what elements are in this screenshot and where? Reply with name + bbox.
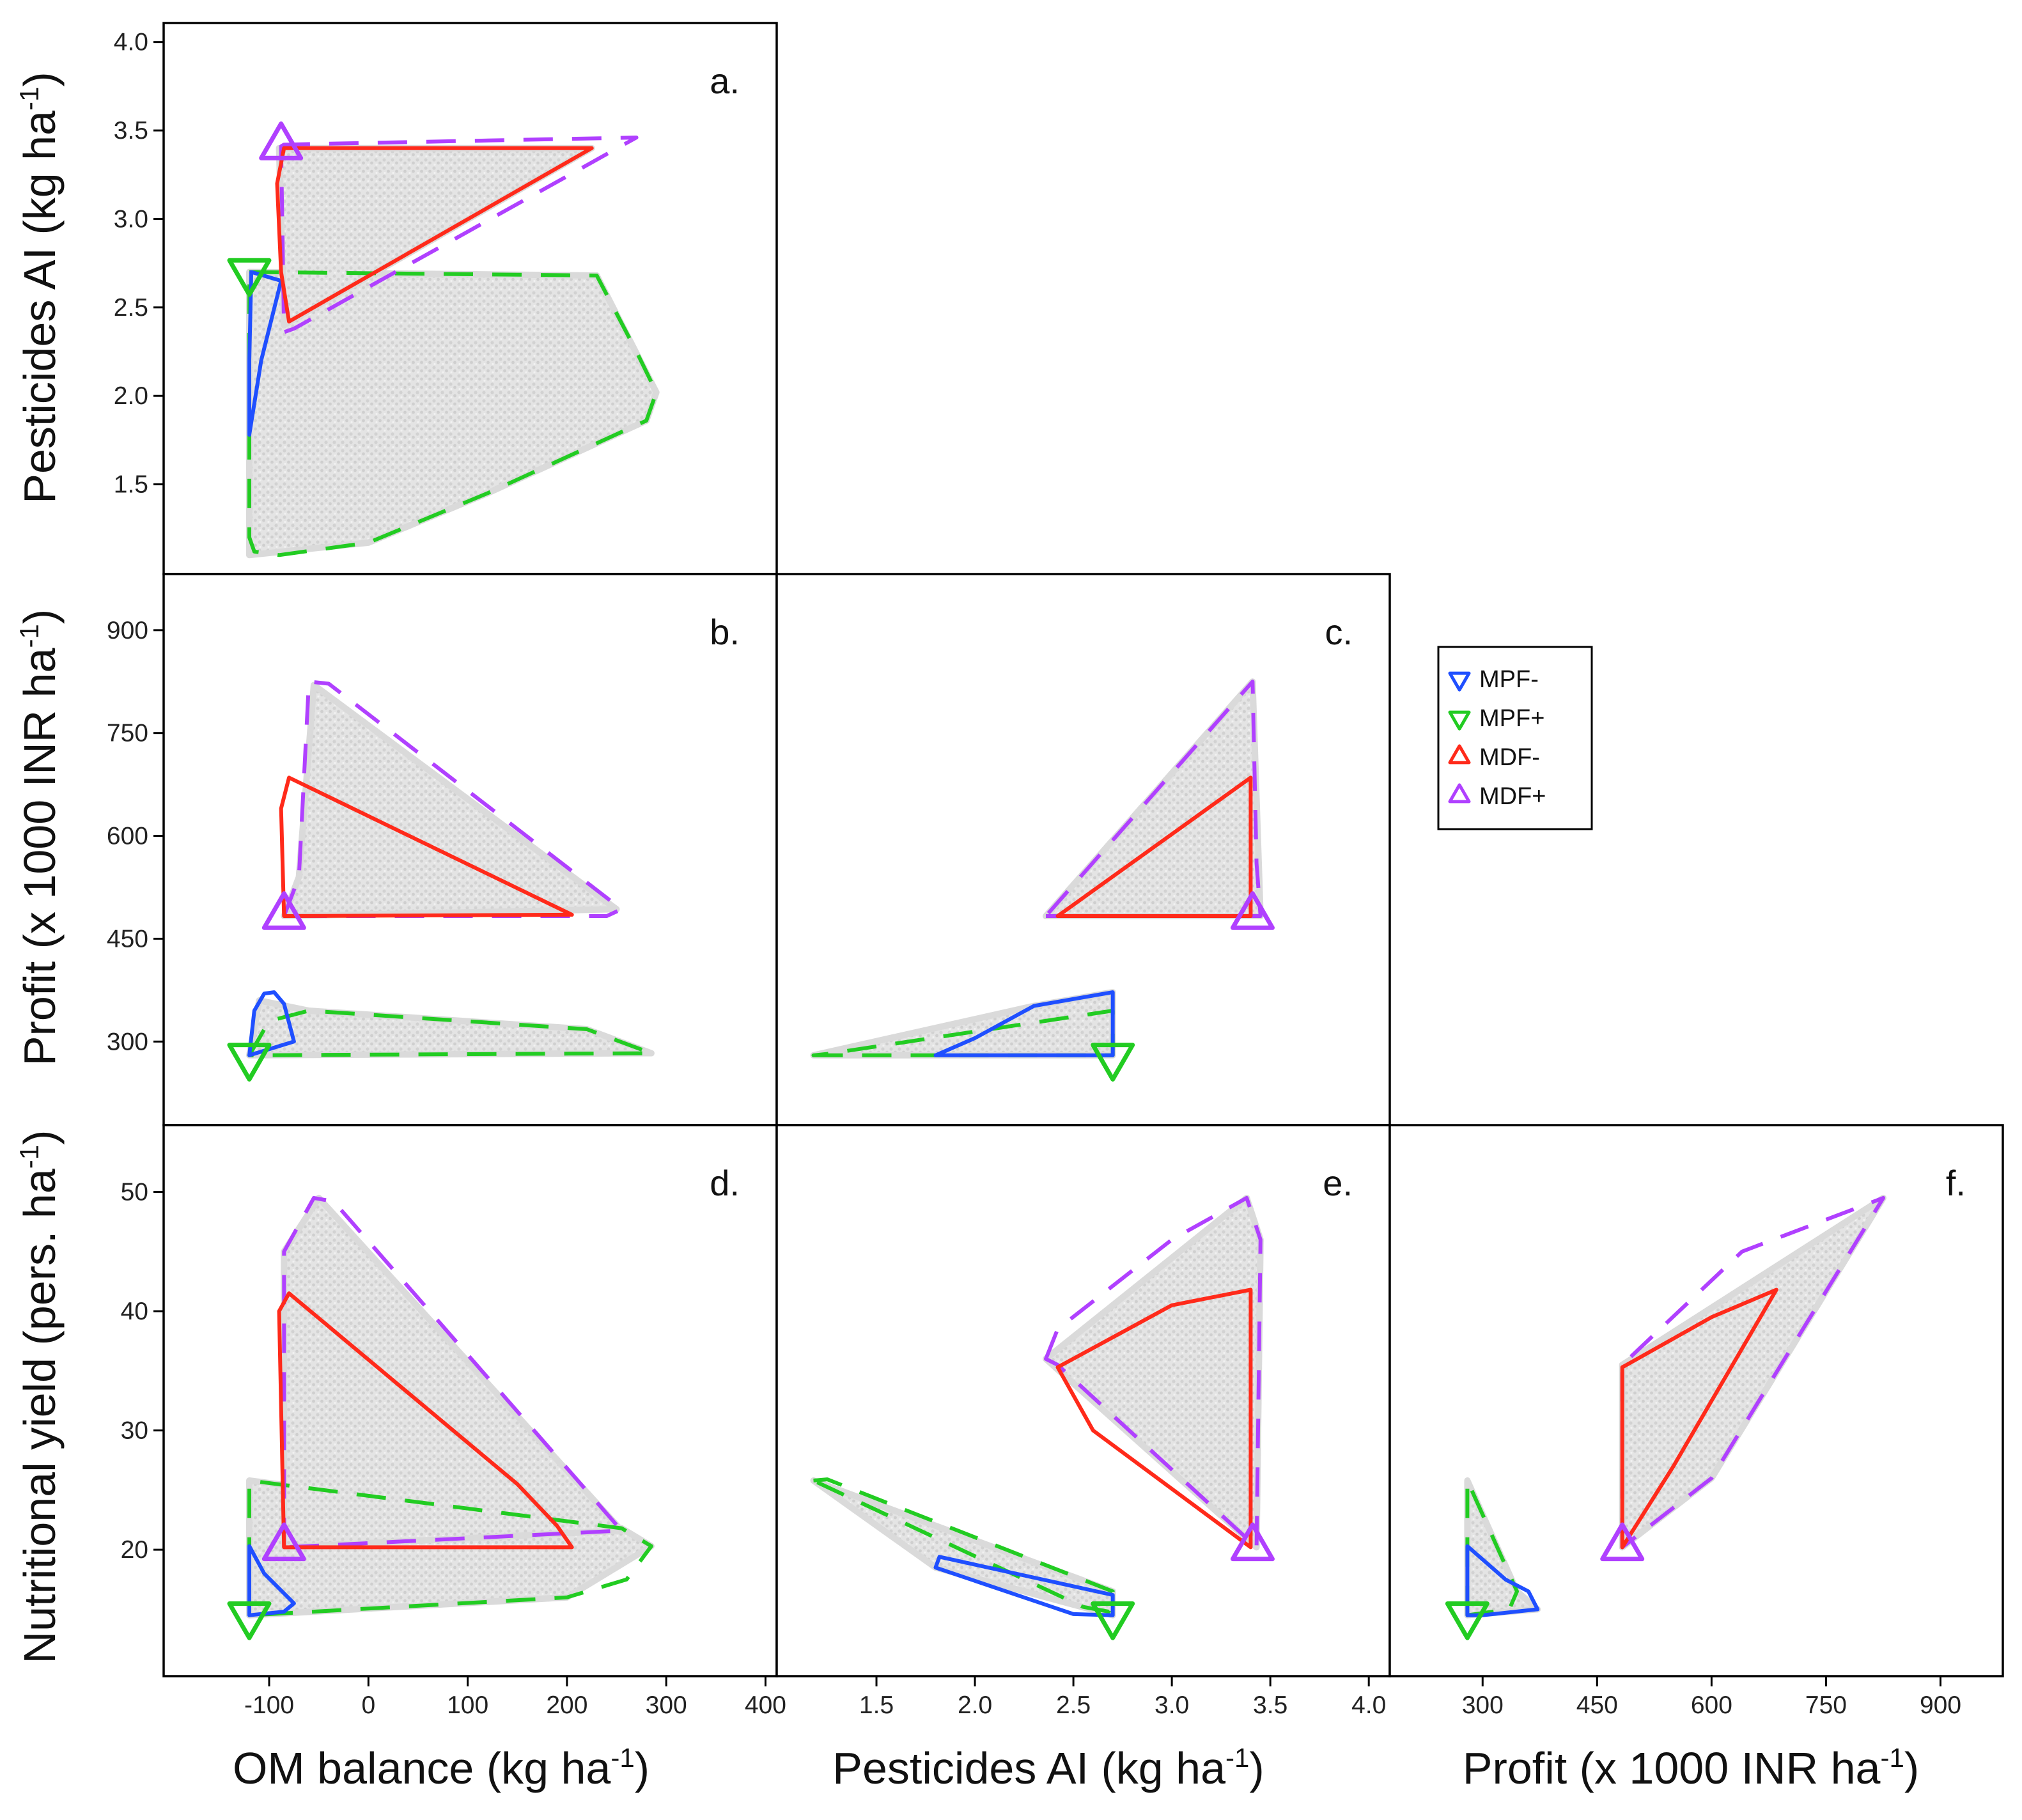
y-tick-label: 4.0 <box>114 29 148 56</box>
y-axis-title-profit: Profit (x 1000 INR ha-1) <box>14 609 65 1066</box>
y-tick-label: 20 <box>121 1536 148 1564</box>
marker-mpfplus <box>1091 1043 1135 1082</box>
x-tick-label: 0 <box>361 1692 375 1719</box>
hull-mpfplus <box>1465 1479 1519 1617</box>
marker-mdfplus <box>261 1522 306 1562</box>
legend-label: MDF+ <box>1479 783 1546 810</box>
x-tick-label: 600 <box>1691 1692 1732 1719</box>
x-tick-label: 300 <box>646 1692 687 1719</box>
hull-mdfminus <box>1055 1287 1253 1550</box>
marker-mpfplus <box>227 1043 272 1082</box>
y-tick-label: 40 <box>121 1298 148 1325</box>
x-tick-label: 900 <box>1920 1692 1961 1719</box>
y-tick-label: 2.0 <box>114 382 148 410</box>
hull-mdfplus <box>1044 680 1263 918</box>
panel-f-profit-vs-nutritional-yield: f. 300 450 600 750 900 <box>1388 1124 2004 1719</box>
y-axis-title-pesticides: Pesticides AI (kg ha-1) <box>14 72 65 503</box>
hull-mpfplus <box>247 1009 653 1057</box>
x-tick-label: 2.0 <box>958 1692 992 1719</box>
marker-mpfplus <box>1445 1601 1489 1640</box>
y-tick-label: 50 <box>121 1179 148 1206</box>
hull-mdfplus <box>279 136 639 334</box>
panel-e-pesticides-vs-nutritional-yield: e. 1.5 2.0 2.5 3.0 3.5 4.0 <box>775 1124 1391 1719</box>
hull-mpfminus <box>247 270 283 437</box>
legend-marker-mpfplus <box>1448 710 1471 731</box>
marker-mdfplus <box>259 121 304 160</box>
y-tick-label: 1.5 <box>114 471 148 499</box>
panel-d-om-vs-nutritional-yield: d. 20 30 40 50 -100 0 100 200 300 400 <box>121 1124 786 1719</box>
y-tick-label: 300 <box>107 1028 148 1055</box>
x-tick-label: 2.5 <box>1056 1692 1091 1719</box>
x-axis-title-om-balance: OM balance (kg ha-1) <box>233 1743 649 1793</box>
panel-label: a. <box>710 61 740 101</box>
y-tick-label: 2.5 <box>114 294 148 322</box>
x-axis-title-profit: Profit (x 1000 INR ha-1) <box>1463 1743 1919 1793</box>
marker-mdfplus <box>261 891 306 930</box>
marker-mpfplus <box>227 1601 272 1640</box>
panel-b-om-vs-profit: b. 300 450 600 750 900 <box>107 573 778 1126</box>
hull-mdfminus <box>275 146 594 323</box>
y-tick-label: 30 <box>121 1417 148 1445</box>
hull-mdfminus <box>279 775 574 918</box>
panel-label: b. <box>710 612 740 652</box>
hull-mpfplus <box>247 1479 653 1617</box>
legend-marker-mdfminus <box>1448 744 1471 765</box>
x-tick-label: 100 <box>447 1692 488 1719</box>
x-tick-label: 450 <box>1576 1692 1618 1719</box>
x-tick-label: 3.0 <box>1155 1692 1189 1719</box>
hull-mdfminus <box>1055 775 1253 918</box>
hull-mpfplus <box>811 1477 1115 1614</box>
hull-mpfplus <box>247 270 658 557</box>
panel-c-pesticides-vs-profit: c. <box>775 573 1391 1126</box>
y-tick-label: 750 <box>107 720 148 747</box>
y-axis-title-nutritional-yield: Nutritional yield (pers. ha-1) <box>14 1130 65 1664</box>
legend: MPF- MPF+ MDF- MDF+ <box>1437 646 1593 830</box>
hull-mdfplus <box>282 680 624 918</box>
marker-mdfplus <box>1230 1522 1275 1562</box>
y-tick-label: 3.5 <box>114 117 148 144</box>
panel-label: f. <box>1946 1163 1966 1203</box>
panel-a-om-vs-pesticides: a. 1.5 2.0 2.5 3.0 3.5 4.0 <box>114 22 778 575</box>
y-tick-label: 3.0 <box>114 205 148 233</box>
hull-mdfplus <box>1044 1195 1263 1550</box>
x-tick-label: 400 <box>745 1692 786 1719</box>
hull-mpfminus <box>247 990 296 1057</box>
hull-mpfminus <box>933 990 1115 1057</box>
marker-mpfplus <box>1091 1601 1135 1640</box>
legend-label: MDF- <box>1479 744 1540 771</box>
legend-label: MPF+ <box>1479 705 1544 732</box>
panel-label: d. <box>710 1163 740 1203</box>
hull-mdfminus <box>277 1291 574 1550</box>
marker-mdfplus <box>1230 891 1275 930</box>
marker-mdfplus <box>1600 1522 1645 1562</box>
panel-label: e. <box>1323 1163 1353 1203</box>
hull-mpfminus <box>247 1544 296 1617</box>
x-tick-label: 1.5 <box>859 1692 894 1719</box>
x-tick-label: 300 <box>1462 1692 1504 1719</box>
y-tick-label: 450 <box>107 925 148 953</box>
legend-box <box>1437 646 1593 830</box>
x-tick-label: 750 <box>1805 1692 1847 1719</box>
x-tick-label: 200 <box>546 1692 587 1719</box>
x-tick-label: 3.5 <box>1253 1692 1287 1719</box>
y-tick-label: 600 <box>107 823 148 850</box>
legend-marker-mdfplus <box>1448 783 1471 804</box>
marker-mpfplus <box>227 258 272 297</box>
x-tick-label: 4.0 <box>1351 1692 1386 1719</box>
y-tick-label: 900 <box>107 617 148 644</box>
panel-label: c. <box>1325 612 1353 652</box>
legend-marker-mpfminus <box>1448 671 1471 692</box>
x-axis-title-pesticides: Pesticides AI (kg ha-1) <box>832 1743 1264 1793</box>
hull-mdfminus <box>1620 1287 1778 1550</box>
legend-label: MPF- <box>1479 666 1539 693</box>
x-tick-label: -100 <box>244 1692 294 1719</box>
